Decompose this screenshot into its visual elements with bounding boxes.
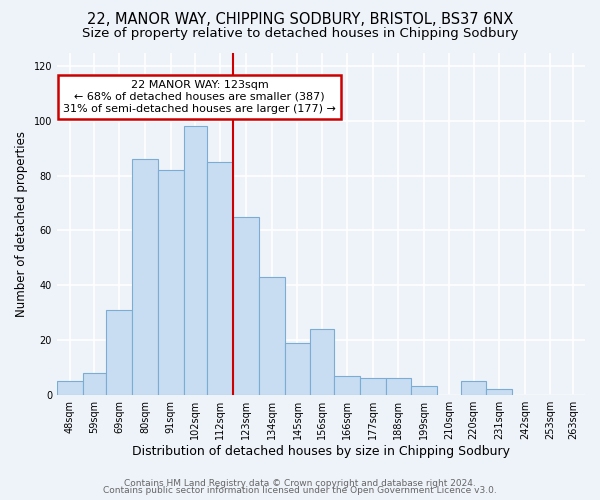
Bar [233,217,259,394]
Text: 22 MANOR WAY: 123sqm
← 68% of detached houses are smaller (387)
31% of semi-deta: 22 MANOR WAY: 123sqm ← 68% of detached h… [63,80,336,114]
Bar [487,389,512,394]
Bar [310,329,334,394]
Bar [158,170,184,394]
Bar [184,126,207,394]
Bar [334,376,359,394]
Bar [132,160,158,394]
Bar [386,378,412,394]
Bar [412,386,437,394]
Bar [83,373,106,394]
Text: Size of property relative to detached houses in Chipping Sodbury: Size of property relative to detached ho… [82,28,518,40]
X-axis label: Distribution of detached houses by size in Chipping Sodbury: Distribution of detached houses by size … [132,444,510,458]
Bar [284,342,310,394]
Bar [461,381,487,394]
Bar [359,378,386,394]
Bar [57,381,83,394]
Y-axis label: Number of detached properties: Number of detached properties [15,130,28,316]
Text: 22, MANOR WAY, CHIPPING SODBURY, BRISTOL, BS37 6NX: 22, MANOR WAY, CHIPPING SODBURY, BRISTOL… [87,12,513,28]
Bar [259,277,284,394]
Bar [106,310,132,394]
Bar [207,162,233,394]
Text: Contains public sector information licensed under the Open Government Licence v3: Contains public sector information licen… [103,486,497,495]
Text: Contains HM Land Registry data © Crown copyright and database right 2024.: Contains HM Land Registry data © Crown c… [124,478,476,488]
